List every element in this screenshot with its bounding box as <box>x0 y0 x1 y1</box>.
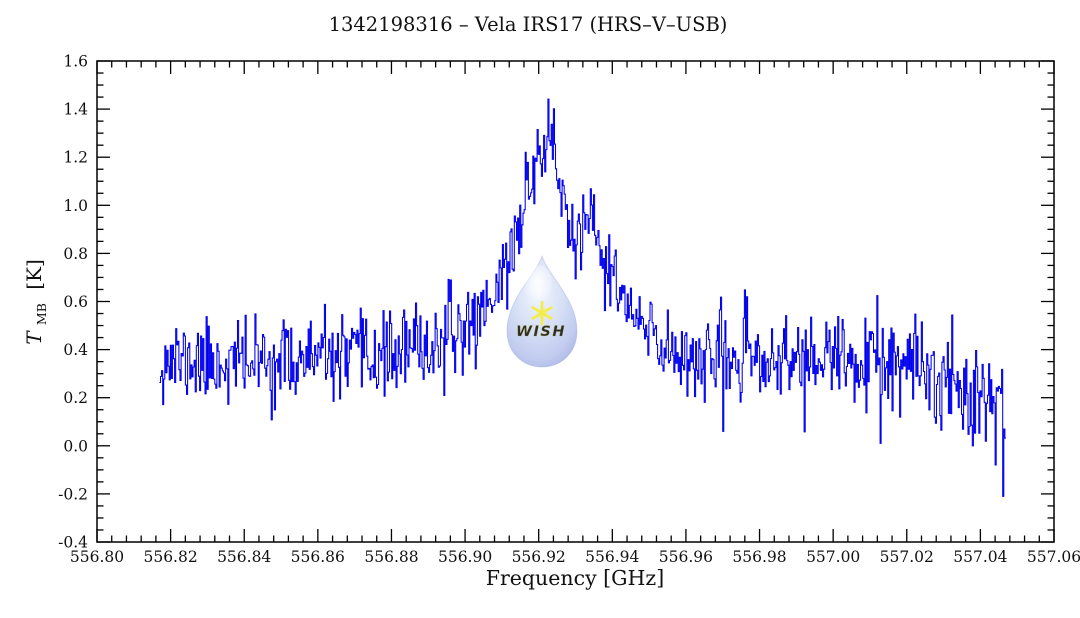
y-axis-subscript: MB <box>34 303 49 325</box>
plot-frame <box>96 60 1055 543</box>
x-tick-label: 556.94 <box>585 548 639 566</box>
x-tick-label: 557.00 <box>806 548 860 566</box>
y-tick-label: 1.0 <box>63 197 88 215</box>
axis-ticks <box>96 60 1055 543</box>
x-axis-label: Frequency [GHz] <box>486 566 664 590</box>
y-axis-unit: [K] <box>22 259 46 290</box>
x-tick-label: 556.96 <box>659 548 713 566</box>
drop-highlight <box>524 265 552 303</box>
x-tick-label: 556.84 <box>217 548 271 566</box>
chart-title: 1342198316 – Vela IRS17 (HRS–V–USB) <box>329 13 728 36</box>
y-tick-label: 0.6 <box>63 293 88 311</box>
x-tick-labels: 556.80 556.82 556.84 556.86 556.88 556.90 556.… <box>70 548 1080 566</box>
x-tick-label: 557.06 <box>1027 548 1080 566</box>
x-tick-label: 556.80 <box>70 548 124 566</box>
y-tick-label: -0.4 <box>58 534 88 552</box>
x-tick-label: 556.82 <box>143 548 197 566</box>
spectrum-line <box>159 98 1006 497</box>
x-tick-label: 557.04 <box>953 548 1007 566</box>
y-tick-label: 0.2 <box>63 389 88 407</box>
y-tick-labels: -0.4 -0.2 0.0 0.2 0.4 0.6 0.8 1.0 1.2 1.4 1.6 <box>58 53 88 552</box>
wish-watermark-logo: WISH <box>506 254 578 368</box>
y-axis-symbol: T <box>22 330 46 345</box>
x-tick-label: 557.02 <box>880 548 934 566</box>
wish-watermark-text: WISH <box>516 324 566 340</box>
y-tick-label: 0.4 <box>63 341 88 359</box>
x-tick-label: 556.90 <box>438 548 492 566</box>
y-tick-label: 1.6 <box>63 53 88 71</box>
y-tick-label: 0.0 <box>63 437 88 455</box>
x-tick-label: 556.86 <box>291 548 345 566</box>
y-tick-label: 1.2 <box>63 149 88 167</box>
y-tick-label: 0.8 <box>63 245 88 263</box>
y-axis-label: T MB [K] <box>22 259 51 345</box>
y-tick-label: -0.2 <box>58 485 88 503</box>
y-tick-label: 1.4 <box>63 101 88 119</box>
star-icon <box>531 300 553 326</box>
x-tick-label: 556.98 <box>732 548 786 566</box>
x-tick-label: 556.88 <box>364 548 418 566</box>
x-tick-label: 556.92 <box>512 548 566 566</box>
